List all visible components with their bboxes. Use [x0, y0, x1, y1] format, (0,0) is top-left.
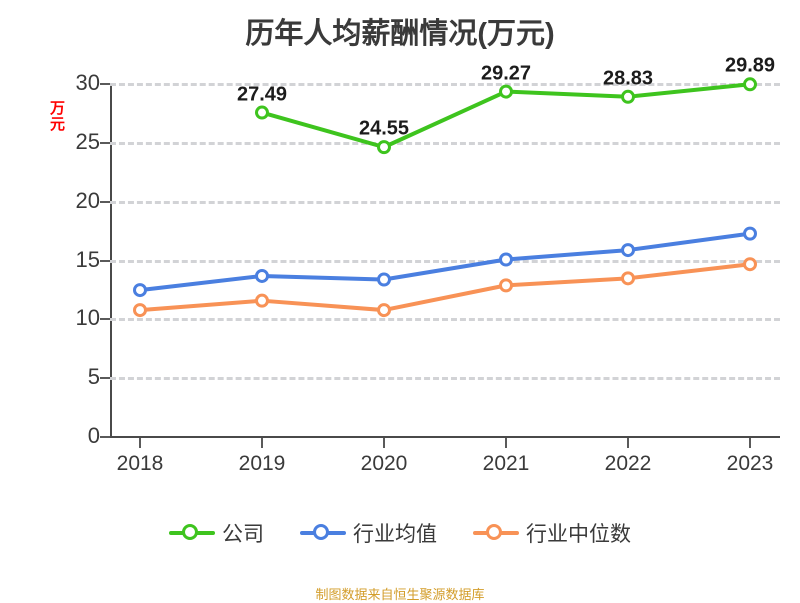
y-axis-tick-label: 10 [75, 305, 100, 331]
y-axis-tick-label: 25 [75, 128, 100, 154]
legend-marker-icon [300, 522, 346, 544]
data-label: 29.27 [480, 62, 532, 85]
data-label: 27.49 [236, 83, 288, 106]
x-axis-label-2021: 2021 [482, 452, 530, 475]
legend-item-行业中位数[interactable]: 行业中位数 [473, 518, 631, 548]
y-axis-tick-label: 15 [75, 246, 100, 272]
x-axis-tick [383, 438, 385, 448]
y-axis-tick-label: 0 [87, 423, 100, 448]
y-axis-tick [100, 259, 110, 262]
data-label: 24.55 [358, 117, 410, 140]
x-axis-line [110, 436, 780, 438]
legend-item-公司[interactable]: 公司 [169, 518, 264, 548]
y-axis-tick-label: 20 [75, 187, 100, 213]
chart-legend: 公司 行业均值 行业中位数 [0, 518, 800, 548]
gridline [110, 259, 780, 263]
x-axis-label-2018: 2018 [116, 452, 164, 475]
gridline [110, 318, 780, 322]
legend-marker-icon [169, 522, 215, 544]
footnote: 制图数据来自恒生聚源数据库 [315, 587, 485, 602]
x-axis-labels: 2018 2019 2020 2021 2022 2023 [110, 450, 780, 480]
data-label: 29.89 [724, 54, 776, 77]
y-axis-tick [100, 318, 110, 321]
y-axis-tick [100, 436, 110, 438]
legend-label: 公司 [222, 523, 264, 546]
x-axis-label-2020: 2020 [360, 452, 408, 475]
legend-label: 行业均值 [353, 523, 437, 546]
data-label: 28.83 [602, 67, 654, 90]
y-axis-tick [100, 141, 110, 144]
x-axis-tick [627, 438, 629, 448]
x-axis-label-2023: 2023 [726, 452, 774, 475]
plot-area [100, 83, 780, 438]
y-axis-labels: 0 5 10 15 20 25 30 [55, 70, 100, 448]
y-axis-tick-label: 5 [87, 364, 100, 390]
y-axis-tick [100, 83, 110, 85]
y-axis-tick [100, 200, 110, 203]
y-axis-tick-label: 30 [75, 70, 100, 95]
chart-title: 历年人均薪酬情况(万元) [245, 18, 555, 50]
x-axis-ticks [110, 438, 780, 450]
x-axis-tick [139, 438, 141, 448]
gridline [110, 200, 780, 204]
y-axis-tick [100, 377, 110, 380]
y-axis-title: 万元 [48, 100, 65, 132]
x-axis-tick [505, 438, 507, 448]
x-axis-label-2019: 2019 [238, 452, 286, 475]
x-axis-label-2022: 2022 [604, 452, 652, 475]
gridline [110, 141, 780, 145]
gridline [110, 377, 780, 381]
x-axis-tick [749, 438, 751, 448]
gridline [110, 83, 780, 86]
x-axis-tick [261, 438, 263, 448]
legend-item-行业均值[interactable]: 行业均值 [300, 518, 437, 548]
legend-label: 行业中位数 [526, 523, 631, 546]
legend-marker-icon [473, 522, 519, 544]
